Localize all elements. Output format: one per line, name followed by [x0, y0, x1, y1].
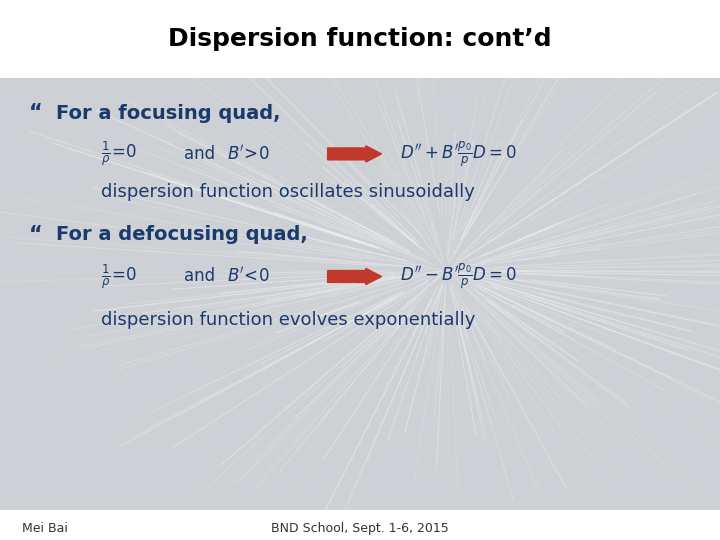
Text: dispersion function evolves exponentially: dispersion function evolves exponentiall… — [101, 310, 475, 329]
Text: “: “ — [29, 225, 42, 245]
Text: $D''-B'\frac{p_0}{p}D=0$: $D''-B'\frac{p_0}{p}D=0$ — [400, 262, 517, 291]
FancyBboxPatch shape — [0, 78, 720, 510]
Text: $\frac{1}{\rho}\!=\!0$: $\frac{1}{\rho}\!=\!0$ — [101, 140, 137, 168]
FancyArrow shape — [328, 268, 382, 285]
Text: For a defocusing quad,: For a defocusing quad, — [56, 225, 308, 245]
FancyBboxPatch shape — [0, 510, 720, 540]
FancyBboxPatch shape — [0, 0, 720, 78]
Text: $\frac{1}{\rho}\!=\!0$: $\frac{1}{\rho}\!=\!0$ — [101, 262, 137, 291]
Text: and: and — [184, 145, 215, 163]
Text: $B'\!>\!0$: $B'\!>\!0$ — [227, 144, 269, 164]
Text: For a focusing quad,: For a focusing quad, — [56, 104, 281, 123]
Text: BND School, Sept. 1-6, 2015: BND School, Sept. 1-6, 2015 — [271, 522, 449, 535]
Text: and: and — [184, 267, 215, 286]
Text: $D''+B'\frac{p_0}{p}D=0$: $D''+B'\frac{p_0}{p}D=0$ — [400, 139, 517, 168]
Text: $B'\!<\!0$: $B'\!<\!0$ — [227, 267, 269, 286]
Text: Dispersion function: cont’d: Dispersion function: cont’d — [168, 27, 552, 51]
Text: Mei Bai: Mei Bai — [22, 522, 68, 535]
FancyArrow shape — [328, 146, 382, 162]
Text: “: “ — [29, 103, 42, 124]
Text: dispersion function oscillates sinusoidally: dispersion function oscillates sinusoida… — [101, 183, 474, 201]
